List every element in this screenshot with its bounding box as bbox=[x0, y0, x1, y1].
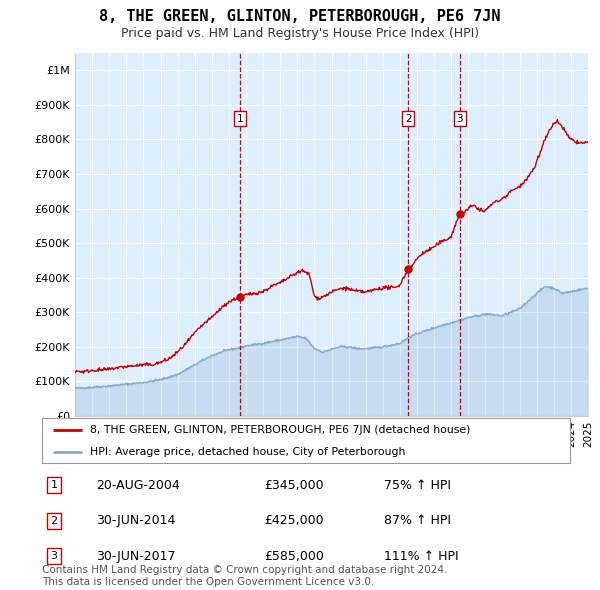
Text: 1: 1 bbox=[50, 480, 58, 490]
Text: 2: 2 bbox=[50, 516, 58, 526]
Text: 20-AUG-2004: 20-AUG-2004 bbox=[96, 478, 180, 492]
Text: 8, THE GREEN, GLINTON, PETERBOROUGH, PE6 7JN: 8, THE GREEN, GLINTON, PETERBOROUGH, PE6… bbox=[99, 9, 501, 24]
Text: Contains HM Land Registry data © Crown copyright and database right 2024.
This d: Contains HM Land Registry data © Crown c… bbox=[42, 565, 448, 587]
Text: 2: 2 bbox=[405, 114, 412, 124]
Text: 30-JUN-2014: 30-JUN-2014 bbox=[96, 514, 175, 527]
Text: £585,000: £585,000 bbox=[264, 549, 324, 563]
Text: 87% ↑ HPI: 87% ↑ HPI bbox=[384, 514, 451, 527]
Text: 75% ↑ HPI: 75% ↑ HPI bbox=[384, 478, 451, 492]
Text: 3: 3 bbox=[50, 551, 58, 561]
Text: HPI: Average price, detached house, City of Peterborough: HPI: Average price, detached house, City… bbox=[89, 447, 405, 457]
Text: 3: 3 bbox=[457, 114, 463, 124]
Text: 111% ↑ HPI: 111% ↑ HPI bbox=[384, 549, 458, 563]
Text: 8, THE GREEN, GLINTON, PETERBOROUGH, PE6 7JN (detached house): 8, THE GREEN, GLINTON, PETERBOROUGH, PE6… bbox=[89, 425, 470, 434]
Text: £345,000: £345,000 bbox=[264, 478, 323, 492]
Text: £425,000: £425,000 bbox=[264, 514, 323, 527]
Text: 30-JUN-2017: 30-JUN-2017 bbox=[96, 549, 176, 563]
Text: Price paid vs. HM Land Registry's House Price Index (HPI): Price paid vs. HM Land Registry's House … bbox=[121, 27, 479, 40]
Text: 1: 1 bbox=[236, 114, 243, 124]
